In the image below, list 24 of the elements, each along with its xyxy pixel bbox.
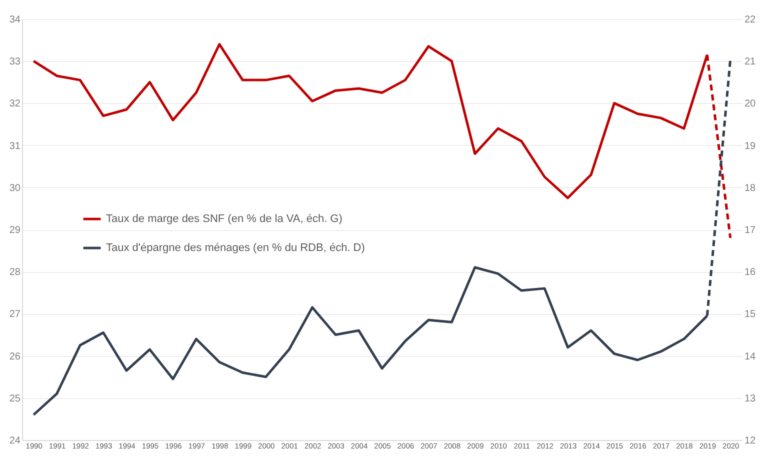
y2-tick-label: 21 — [744, 56, 756, 68]
y-tick-label: 28 — [9, 267, 21, 278]
y-tick-label: 27 — [9, 309, 21, 320]
y-tick-label: 24 — [9, 436, 21, 446]
y2-tick-label: 22 — [744, 14, 756, 26]
y2-tick-label: 14 — [744, 351, 756, 362]
y-tick-label: 32 — [9, 98, 21, 110]
y-tick-label: 34 — [9, 14, 21, 26]
y-tick-label: 29 — [9, 225, 21, 236]
y2-tick-label: 20 — [744, 98, 756, 110]
y2-tick-label: 19 — [744, 140, 756, 152]
y-tick-label: 25 — [9, 393, 21, 404]
y2-tick-label: 17 — [744, 225, 756, 236]
legend-label: Taux de marge des SNF (en % de la VA, éch. G) — [106, 213, 342, 225]
y2-tick-label: 12 — [744, 436, 756, 446]
legend-label: Taux d'épargne des ménages (en % du RDB, éch. D) — [106, 242, 365, 254]
y2-tick-label: 13 — [744, 393, 756, 404]
y2-tick-label: 15 — [744, 309, 756, 320]
y2-tick-label: 16 — [744, 267, 756, 278]
y-tick-label: 33 — [9, 56, 21, 68]
y2-tick-label: 18 — [744, 182, 756, 194]
y-tick-label: 30 — [9, 182, 21, 194]
y-tick-label: 26 — [9, 351, 21, 362]
y-tick-label: 31 — [9, 140, 21, 152]
